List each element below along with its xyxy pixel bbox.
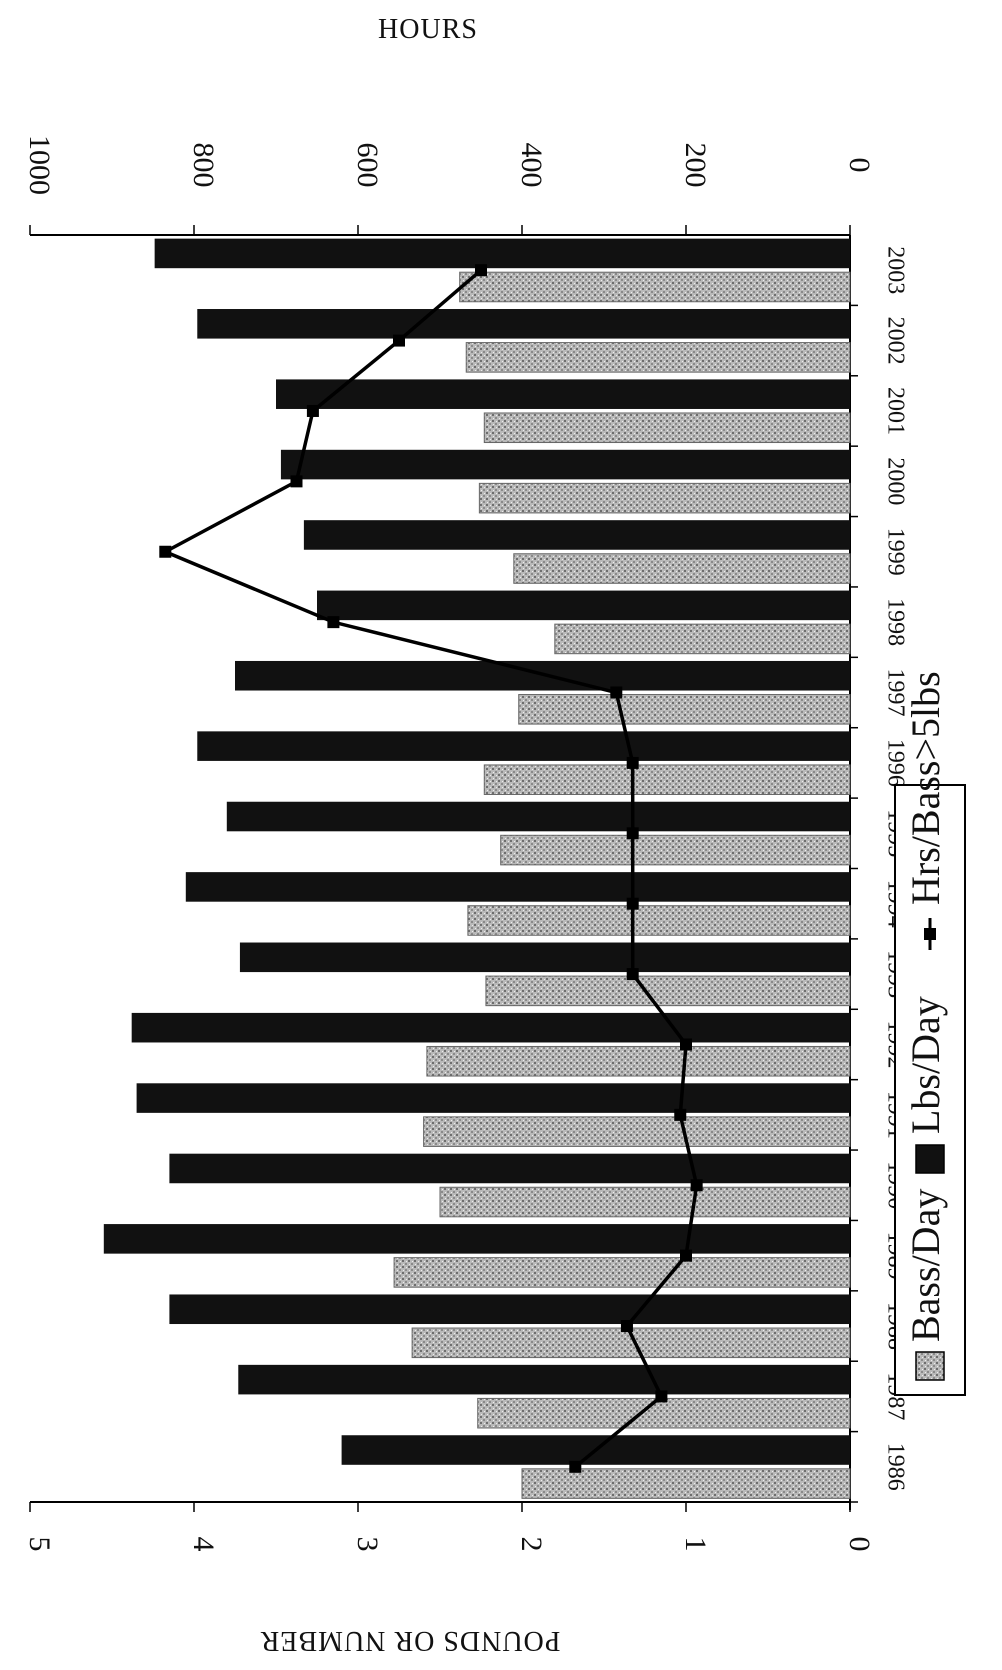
legend-label-bass-per-day: Bass/Day xyxy=(903,1189,948,1342)
marker-hrs-per-bass-over-5lbs xyxy=(626,968,639,981)
marker-hrs-per-bass-over-5lbs xyxy=(327,616,340,629)
bar-bass-per-day xyxy=(485,975,851,1007)
bar-lbs-per-day xyxy=(197,309,850,339)
legend-box xyxy=(894,784,966,1396)
right-axis-tick-label: 1000 xyxy=(23,135,56,195)
marker-hrs-per-bass-over-5lbs xyxy=(680,1249,692,1262)
bar-bass-per-day xyxy=(521,1468,851,1499)
legend-label-hrs-per-bass-over-5lbs: Hrs/Bass>5lbs xyxy=(903,671,948,905)
legend-swatch-marker-hrs xyxy=(924,928,936,940)
bar-bass-per-day xyxy=(426,1045,851,1077)
bar-bass-per-day xyxy=(500,834,851,866)
marker-hrs-per-bass-over-5lbs xyxy=(626,756,639,769)
bar-lbs-per-day xyxy=(103,1224,851,1254)
left-axis-title: POUNDS OR NUMBER xyxy=(260,1625,561,1656)
category-label: 1999 xyxy=(882,528,908,576)
marker-hrs-per-bass-over-5lbs xyxy=(393,334,405,347)
marker-hrs-per-bass-over-5lbs xyxy=(626,827,639,840)
marker-hrs-per-bass-over-5lbs xyxy=(290,475,303,488)
legend-swatch-lbs-per-day xyxy=(915,1144,945,1174)
bar-bass-per-day xyxy=(439,1186,851,1218)
bar-bass-per-day xyxy=(483,764,851,795)
marker-hrs-per-bass-over-5lbs xyxy=(306,404,319,417)
bar-bass-per-day xyxy=(459,271,851,303)
category-label: 2003 xyxy=(882,246,908,294)
bar-bass-per-day xyxy=(513,553,851,584)
bar-lbs-per-day xyxy=(239,942,851,973)
marker-hrs-per-bass-over-5lbs xyxy=(690,1179,703,1192)
bar-lbs-per-day xyxy=(154,238,850,269)
marker-hrs-per-bass-over-5lbs xyxy=(159,545,172,558)
left-axis-tick-label: 0 xyxy=(843,1537,876,1552)
bar-lbs-per-day xyxy=(276,379,850,409)
marker-hrs-per-bass-over-5lbs xyxy=(655,1390,668,1403)
right-axis-tick-label: 600 xyxy=(351,143,384,188)
category-label: 1998 xyxy=(882,598,908,646)
category-label: 2001 xyxy=(882,387,908,435)
marker-hrs-per-bass-over-5lbs xyxy=(569,1460,582,1473)
bar-bass-per-day xyxy=(518,694,851,725)
right-axis-title: HOURS xyxy=(378,14,478,45)
category-label: 2000 xyxy=(882,457,908,505)
bar-bass-per-day xyxy=(467,905,851,936)
marker-hrs-per-bass-over-5lbs xyxy=(680,1038,692,1051)
category-label: 1996 xyxy=(882,739,908,787)
bar-bass-per-day xyxy=(554,623,851,655)
bar-bass-per-day xyxy=(483,412,851,444)
right-axis-tick-label: 400 xyxy=(515,143,548,188)
left-axis-tick-label: 1 xyxy=(679,1537,712,1552)
left-axis-tick-label: 4 xyxy=(187,1537,220,1552)
bar-lbs-per-day xyxy=(131,1012,850,1043)
left-axis-tick-label: 2 xyxy=(515,1537,548,1552)
legend-swatch-bass-per-day xyxy=(915,1351,945,1381)
bar-bass-per-day xyxy=(393,1257,851,1288)
legend-label-lbs-per-day: Lbs/Day xyxy=(903,996,948,1134)
bar-lbs-per-day xyxy=(185,872,851,902)
right-axis-tick-label: 800 xyxy=(187,143,220,188)
bar-bass-per-day xyxy=(477,1397,851,1429)
line-hrs-per-bass-over-5lbs xyxy=(161,268,699,1469)
bar-lbs-per-day xyxy=(226,801,851,832)
left-axis-tick-label: 3 xyxy=(351,1537,384,1552)
marker-hrs-per-bass-over-5lbs xyxy=(620,1320,633,1333)
bar-lbs-per-day xyxy=(169,1153,850,1184)
bar-lbs-per-day xyxy=(238,1364,850,1395)
bar-lbs-per-day xyxy=(303,520,850,550)
right-axis-tick-label: 0 xyxy=(843,158,876,173)
bar-lbs-per-day xyxy=(197,731,850,761)
bar-lbs-per-day xyxy=(280,449,850,480)
left-axis-tick-label: 5 xyxy=(23,1537,56,1552)
bar-bass-per-day xyxy=(423,1116,851,1147)
right-axis-tick-label: 200 xyxy=(679,143,712,188)
bar-lbs-per-day xyxy=(136,1083,851,1113)
category-label: 1997 xyxy=(882,669,908,717)
bar-lbs-per-day xyxy=(317,590,850,621)
bar-lbs-per-day xyxy=(169,1294,850,1325)
marker-hrs-per-bass-over-5lbs xyxy=(626,897,639,910)
marker-hrs-per-bass-over-5lbs xyxy=(475,264,487,277)
marker-hrs-per-bass-over-5lbs xyxy=(610,686,623,699)
legend: Bass/Day Lbs/Day Hrs/Bass>5lbs xyxy=(894,671,966,1396)
category-label: 1986 xyxy=(882,1443,908,1491)
bar-bass-per-day xyxy=(465,342,851,373)
bar-bass-per-day xyxy=(478,482,851,514)
category-label: 2002 xyxy=(882,317,908,365)
marker-hrs-per-bass-over-5lbs xyxy=(674,1108,687,1121)
